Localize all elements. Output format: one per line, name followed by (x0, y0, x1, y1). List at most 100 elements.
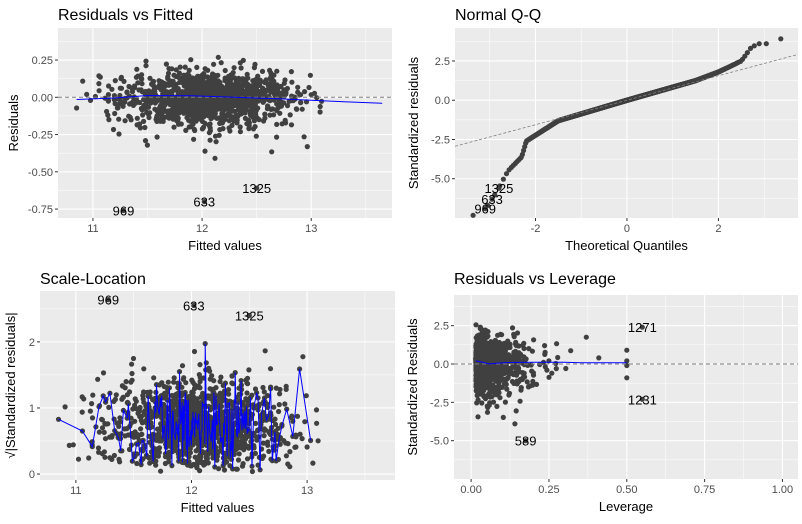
data-point (133, 74, 139, 80)
data-point (143, 63, 149, 69)
data-point (177, 64, 183, 70)
data-point (74, 105, 80, 111)
data-point (227, 74, 233, 80)
plot-background (58, 28, 392, 218)
data-point (115, 105, 121, 111)
data-point (521, 340, 527, 346)
plot-title: Scale-Location (40, 271, 146, 288)
data-point (475, 414, 481, 420)
data-point (282, 401, 288, 407)
data-point (271, 404, 277, 410)
data-point (260, 99, 266, 105)
data-point (274, 68, 280, 74)
data-point (237, 109, 243, 115)
data-point (154, 134, 160, 140)
data-point (276, 402, 282, 408)
x-tick-label: 0.75 (694, 484, 715, 496)
data-point (139, 431, 145, 437)
data-point (526, 346, 532, 352)
data-point (141, 96, 147, 103)
data-point (243, 396, 249, 402)
data-point (95, 445, 102, 451)
y-tick-label: 0.00 (32, 92, 53, 104)
data-point (261, 118, 267, 124)
data-point (253, 434, 259, 440)
data-point (504, 386, 510, 392)
data-point (226, 118, 232, 124)
data-point (102, 421, 108, 427)
data-point (178, 95, 184, 102)
data-point (192, 454, 198, 460)
data-point (295, 84, 301, 90)
data-point (102, 454, 108, 460)
data-point (294, 106, 300, 112)
data-point (195, 460, 201, 466)
data-point (150, 90, 156, 96)
data-point (116, 131, 122, 137)
data-point (195, 441, 201, 447)
data-point (137, 413, 143, 420)
data-point (89, 415, 96, 421)
data-point (129, 370, 135, 377)
data-point (244, 121, 250, 127)
data-point (189, 389, 195, 395)
data-point (123, 379, 129, 385)
data-point (194, 64, 200, 70)
data-point (499, 332, 505, 338)
data-point (183, 127, 189, 133)
data-point (165, 70, 172, 76)
data-point (257, 82, 263, 88)
data-point (129, 89, 136, 95)
data-point (218, 396, 224, 402)
data-point (530, 378, 536, 384)
data-point (292, 444, 298, 450)
y-tick-label: -0.25 (28, 130, 53, 142)
data-point (304, 444, 310, 450)
data-point (147, 389, 153, 395)
x-tick-label: 13 (305, 223, 317, 235)
data-point (231, 65, 237, 71)
data-point (241, 92, 248, 98)
y-tick-label: 2.5 (435, 56, 450, 68)
data-point (180, 376, 186, 382)
data-point (317, 103, 323, 110)
y-tick-label: 0.0 (434, 359, 449, 371)
data-point (244, 71, 250, 77)
data-point (147, 75, 153, 81)
data-point (189, 109, 196, 115)
y-tick-label: 0 (29, 469, 35, 481)
data-point (134, 66, 140, 72)
data-point (249, 433, 255, 439)
data-point (150, 78, 157, 84)
data-point (274, 134, 280, 140)
data-point (215, 78, 221, 84)
data-point (181, 110, 187, 116)
data-point (201, 114, 207, 120)
data-point (109, 433, 115, 439)
y-tick-label: -0.50 (28, 167, 53, 179)
data-point (116, 456, 122, 462)
data-point (277, 386, 283, 393)
data-point (62, 404, 68, 410)
x-tick-label: -2 (531, 223, 541, 235)
data-point (197, 468, 203, 474)
point-label: 633 (193, 195, 215, 210)
data-point (484, 409, 491, 415)
data-point (254, 115, 260, 121)
y-axis-label: Residuals (6, 94, 21, 152)
data-point (190, 75, 196, 81)
data-point (213, 139, 219, 145)
data-point (206, 87, 212, 93)
data-point (554, 341, 560, 347)
data-point (140, 396, 146, 402)
data-point (287, 112, 293, 118)
data-point (266, 430, 272, 436)
data-point (187, 87, 193, 93)
data-point (272, 421, 279, 427)
data-point (240, 461, 246, 467)
data-point (170, 78, 176, 84)
data-point (190, 397, 196, 404)
data-point (81, 396, 87, 402)
data-point (79, 409, 85, 415)
data-point (311, 90, 318, 96)
